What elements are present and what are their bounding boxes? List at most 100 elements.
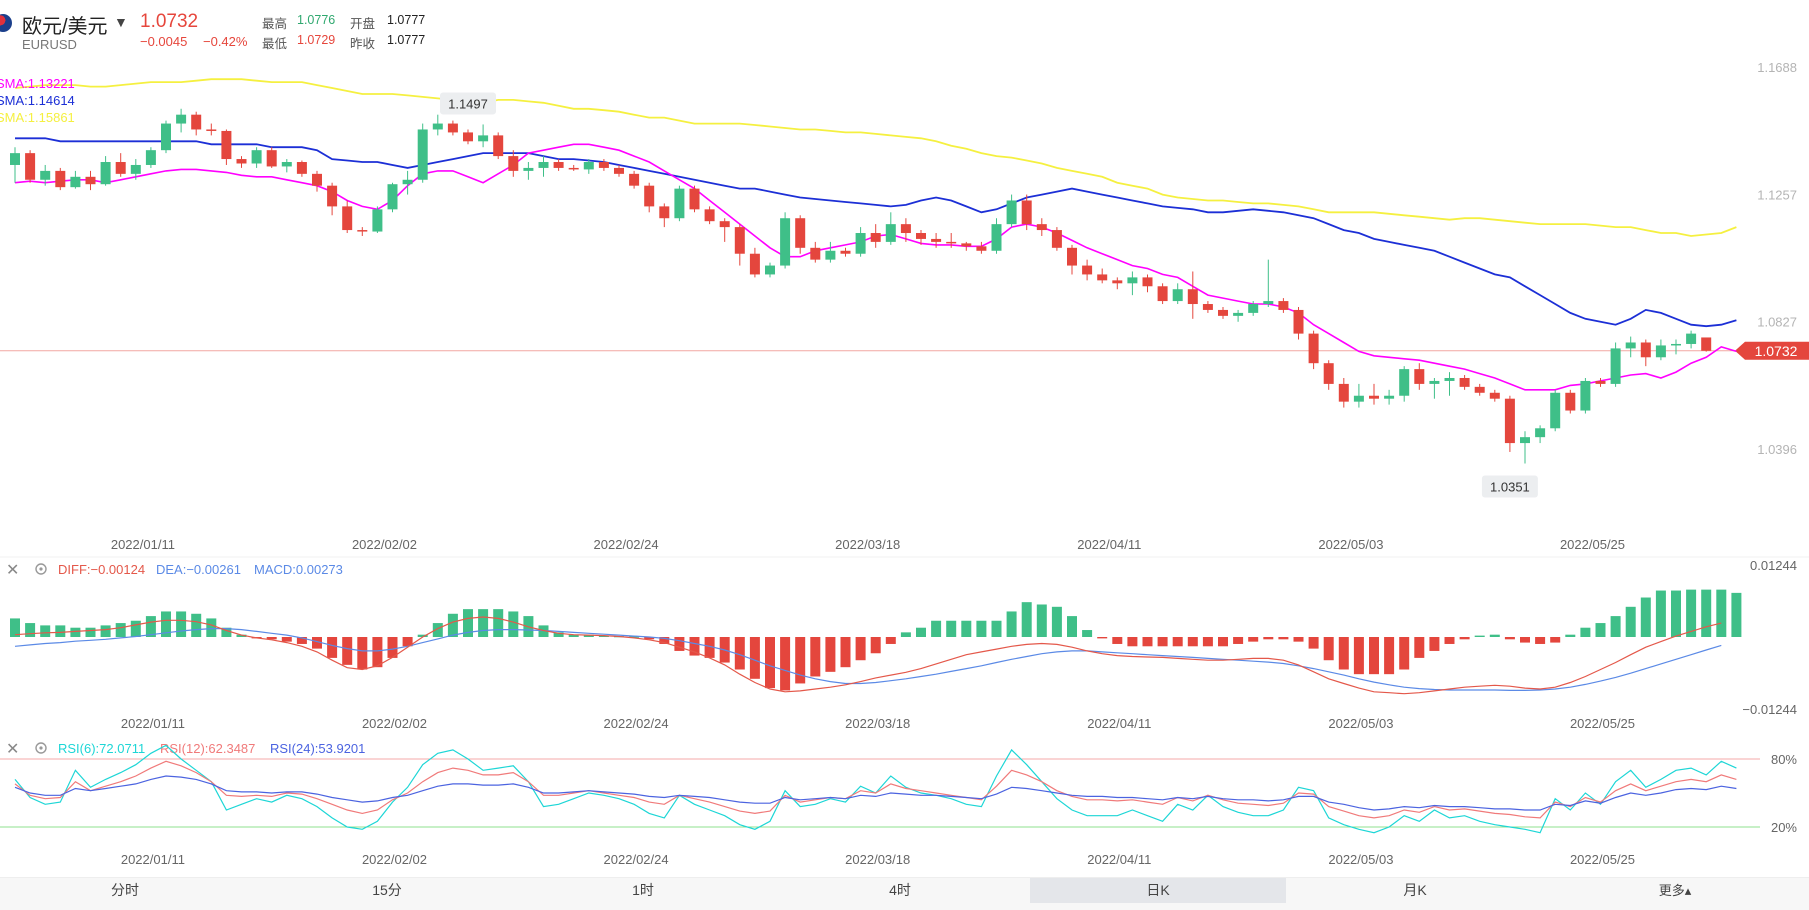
macd-bar [553, 632, 564, 637]
macd-bar [870, 637, 881, 654]
macd-axis-label: −0.01244 [1742, 702, 1797, 717]
macd-bar [1021, 602, 1032, 637]
macd-bar [916, 627, 926, 637]
candle-body [916, 233, 926, 239]
candle-body [1504, 398, 1515, 444]
macd-dea-line [14, 627, 1722, 692]
candle-body [342, 206, 353, 231]
date-axis-label: 2022/01/11 [111, 537, 175, 552]
close-rsi-icon: ✕ [6, 741, 19, 758]
candle-body [810, 247, 821, 260]
rsi-axis-label: 80% [1771, 752, 1797, 767]
sma-long-line [14, 78, 1737, 237]
macd-legend-2: DEA:−0.00261 [156, 562, 241, 577]
candle-body [1248, 304, 1259, 313]
candle-body [931, 238, 942, 242]
last-price: 1.0732 [140, 11, 199, 32]
macd-bar [840, 637, 851, 668]
symbol-dropdown-icon[interactable]: ▼ [114, 14, 128, 30]
candle-body [236, 159, 247, 164]
date-axis-label: 2022/02/24 [604, 716, 669, 731]
candle-body [568, 167, 579, 170]
candle-body [704, 209, 715, 222]
candle-body [1127, 277, 1138, 284]
date-axis-label: 2022/02/02 [362, 852, 427, 867]
candle-body [417, 129, 428, 180]
candle-body [115, 162, 126, 174]
macd-bar [931, 620, 942, 637]
symbol-code: EURUSD [22, 37, 77, 52]
macd-bar [1202, 637, 1213, 647]
candle-body [1489, 392, 1500, 399]
macd-bar [266, 637, 277, 640]
macd-bar [115, 623, 126, 637]
macd-bar [1504, 637, 1515, 640]
tab-daily[interactable]: 日K [1030, 878, 1286, 903]
macd-bar [1036, 604, 1047, 637]
macd-bar [795, 637, 806, 684]
high-value: 1.0776 [297, 13, 336, 27]
macd-bar [1625, 606, 1636, 637]
macd-bar [417, 634, 428, 637]
chart-area[interactable]: 1.1688 1.1257 1.0827 1.0396 1.0732 1.1497 1.03… [0, 0, 1809, 877]
prev-close-label: 昨收 [350, 37, 376, 51]
date-axis-label: 2022/04/11 [1087, 716, 1151, 731]
macd-bar [704, 637, 715, 658]
macd-bar [296, 637, 307, 644]
macd-bar [900, 632, 911, 637]
macd-bar [402, 637, 413, 647]
rsi6-line [14, 744, 1737, 834]
candle-body [1097, 274, 1108, 281]
macd-bar [1127, 637, 1138, 647]
macd-bar [1640, 597, 1651, 637]
candle-body [1172, 289, 1183, 302]
tab-15min[interactable]: 15分 [372, 882, 402, 898]
date-axis-label: 2022/05/25 [1560, 537, 1625, 552]
candle-body [1474, 386, 1485, 393]
eu-us-flag-icon [0, 14, 12, 32]
date-axis-label: 2022/02/24 [604, 852, 669, 867]
macd-bar [1716, 589, 1727, 637]
tab-4hour[interactable]: 4时 [889, 882, 911, 898]
macd-bar [1610, 616, 1621, 637]
candle-body [629, 173, 640, 186]
date-axis-label: 2022/02/24 [594, 537, 659, 552]
macd-bar [1731, 592, 1742, 637]
candle-body [614, 167, 624, 174]
macd-bar [85, 627, 96, 637]
price-change-pct: −0.42% [203, 34, 248, 49]
tab-monthly[interactable]: 月K [1403, 882, 1427, 898]
candle-body [1550, 392, 1561, 429]
candle-body [1308, 333, 1319, 364]
candle-body [674, 188, 685, 219]
price-change: −0.0045 [140, 34, 188, 49]
candle-body [1021, 200, 1032, 225]
tab-more[interactable]: 更多▴ [1658, 883, 1692, 898]
rsi-legend-3: RSI(24):53.9201 [270, 741, 365, 756]
macd-bar [312, 637, 322, 649]
macd-bar [598, 635, 609, 637]
symbol-name[interactable]: 欧元/美元 [22, 16, 108, 38]
date-axis-label: 2022/05/25 [1570, 852, 1635, 867]
macd-bar [1248, 637, 1259, 642]
rsi-legend-1: RSI(6):72.0711 [58, 741, 145, 756]
candle-body [1580, 380, 1591, 411]
candle-body [1202, 304, 1213, 310]
macd-axis-label: 0.01244 [1750, 558, 1797, 573]
date-axis-label: 2022/02/02 [352, 537, 417, 552]
macd-bar [447, 613, 458, 637]
macd-bar [1082, 630, 1093, 637]
candle-body [1323, 363, 1334, 384]
macd-bar [221, 627, 232, 637]
macd-bar [493, 609, 504, 637]
high-label: 最高 [262, 17, 288, 31]
tab-minute[interactable]: 分时 [111, 882, 139, 898]
macd-bar [191, 613, 202, 637]
macd-bar [991, 620, 1002, 637]
tab-1hour[interactable]: 1时 [632, 882, 654, 898]
macd-bar [432, 623, 443, 637]
macd-bar [1701, 589, 1712, 637]
candle-body [402, 179, 413, 185]
macd-bar [281, 637, 292, 642]
macd-bar [961, 620, 972, 637]
